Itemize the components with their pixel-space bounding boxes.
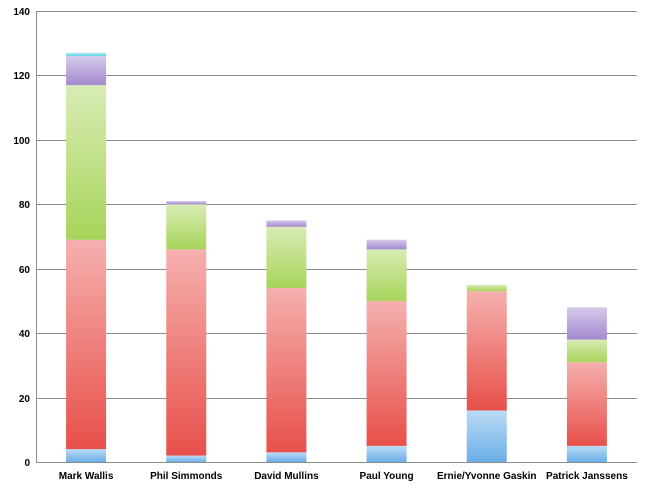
x-category-label: Patrick Janssens	[546, 471, 628, 482]
bar-stack	[266, 220, 307, 462]
x-category-label: Ernie/Yvonne Gaskin	[437, 471, 536, 482]
bar-stack	[466, 284, 507, 462]
y-tick-label: 40	[19, 329, 31, 340]
bar-segment	[566, 339, 607, 363]
bar-segment	[266, 452, 307, 462]
bar-segment	[66, 85, 107, 240]
y-tick-label: 60	[19, 265, 31, 276]
bar-segment	[166, 201, 207, 205]
bar-segment	[466, 410, 507, 462]
bar-segment	[66, 239, 107, 450]
bar-stack	[66, 52, 107, 462]
y-tick-label: 0	[24, 458, 30, 469]
bars	[66, 52, 607, 462]
bar-segment	[466, 284, 507, 292]
axes	[36, 11, 637, 463]
bar-segment	[566, 307, 607, 340]
bar-segment	[366, 249, 407, 301]
bar-stack	[566, 307, 607, 462]
bar-segment	[366, 300, 407, 446]
y-tick-label: 120	[13, 71, 30, 82]
y-tick-label: 140	[13, 7, 30, 18]
bar-segment	[266, 220, 307, 227]
y-tick-label: 100	[13, 136, 30, 147]
x-category-label: Phil Simmonds	[150, 471, 223, 482]
bar-stack	[166, 201, 207, 462]
bar-segment	[66, 56, 107, 86]
y-tick-label: 80	[19, 200, 31, 211]
bar-segment	[266, 288, 307, 453]
bar-segment	[566, 362, 607, 446]
bar-stack	[366, 239, 407, 462]
x-category-label: David Mullins	[254, 471, 319, 482]
bar-segment	[566, 445, 607, 462]
bar-segment	[366, 445, 407, 462]
labels: 0 20 40 60 80 100 120 140 Mark Wallis Phil Simmon…	[13, 7, 628, 482]
gridlines	[36, 11, 637, 463]
bar-segment	[366, 239, 407, 250]
bar-segment	[466, 291, 507, 411]
x-category-label: Mark Wallis	[59, 471, 114, 482]
x-category-label: Paul Young	[360, 471, 414, 482]
bar-segment	[166, 249, 207, 456]
bar-segment	[166, 204, 207, 250]
bar-segment	[66, 52, 107, 57]
bar-segment	[166, 455, 207, 462]
bar-segment	[266, 226, 307, 289]
bar-segment	[66, 449, 107, 462]
y-tick-label: 20	[19, 394, 31, 405]
